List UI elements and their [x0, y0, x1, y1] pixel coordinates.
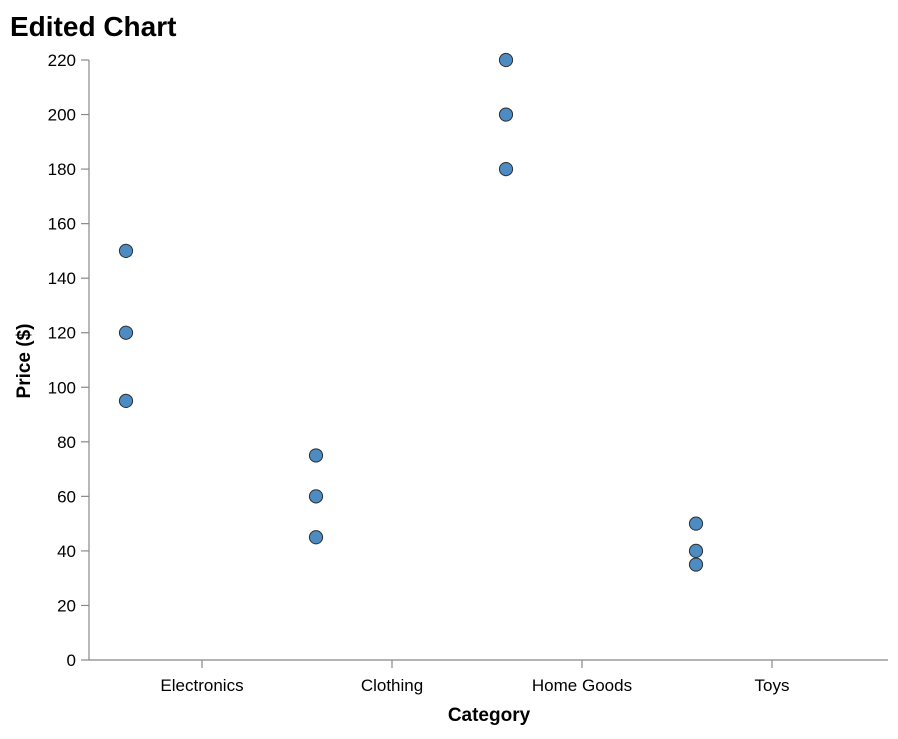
x-axis: Electronics Clothing Home Goods Toys	[89, 659, 888, 695]
data-point	[308, 530, 324, 545]
data-point	[688, 557, 704, 572]
data-point	[688, 516, 704, 531]
y-tick-label: 80	[57, 433, 76, 452]
data-point	[498, 161, 514, 177]
y-tick-label: 180	[48, 160, 76, 179]
y-tick-label: 140	[48, 269, 76, 288]
y-axis: 0 20 40 60 80 100 120 140 160 180 200 220	[48, 51, 90, 670]
data-point	[118, 243, 134, 259]
x-tick-label: Clothing	[361, 676, 423, 695]
y-tick-label: 200	[48, 106, 76, 125]
y-tick-label: 160	[48, 215, 76, 234]
x-axis-title: Category	[448, 705, 531, 726]
x-tick-label: Toys	[755, 676, 790, 695]
data-point	[308, 448, 324, 463]
data-point	[498, 107, 514, 122]
y-tick-label: 60	[57, 487, 76, 506]
data-point	[688, 543, 704, 559]
y-tick-label: 120	[48, 324, 76, 343]
y-tick-label: 220	[48, 51, 76, 70]
data-point	[118, 393, 134, 409]
y-tick-label: 0	[67, 651, 76, 670]
y-tick-label: 20	[57, 596, 76, 615]
data-point	[498, 52, 514, 68]
data-points	[118, 52, 704, 572]
x-tick-label: Home Goods	[532, 676, 632, 695]
x-tick-label: Electronics	[160, 676, 243, 695]
y-axis-title: Price ($)	[14, 324, 35, 399]
chart-title: Edited Chart	[10, 11, 176, 42]
y-tick-label: 40	[57, 542, 76, 561]
y-tick-label: 100	[48, 378, 76, 397]
data-point	[308, 489, 324, 504]
data-point	[118, 325, 134, 340]
